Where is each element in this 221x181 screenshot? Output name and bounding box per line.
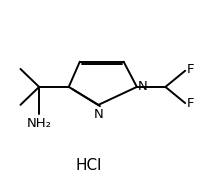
Text: NH₂: NH₂: [27, 117, 52, 130]
Text: F: F: [186, 98, 194, 110]
Text: F: F: [186, 63, 194, 76]
Text: HCl: HCl: [75, 158, 102, 173]
Text: N: N: [137, 80, 147, 93]
Text: N: N: [93, 108, 103, 121]
